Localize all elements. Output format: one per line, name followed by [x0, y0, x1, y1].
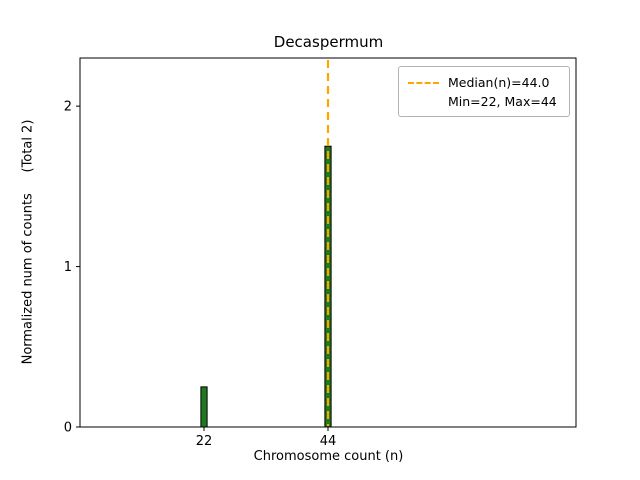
- y-tick-label: 1: [64, 260, 72, 275]
- x-axis-label: Chromosome count (n): [253, 449, 404, 464]
- histogram-bar: [200, 386, 208, 428]
- y-tick-label: 0: [64, 421, 72, 436]
- y-axis-label: Normalized num of counts (Total 2): [20, 119, 36, 365]
- legend-label-minmax: Min=22, Max=44: [448, 94, 557, 109]
- y-tick-label: 2: [64, 100, 72, 115]
- median-dashed-line-sample: [408, 81, 439, 84]
- legend-entry-minmax: Min=22, Max=44: [408, 92, 560, 111]
- chart-title: Decaspermum: [273, 33, 384, 51]
- x-tick-label: 44: [320, 434, 337, 449]
- legend-entry-median: Median(n)=44.0: [408, 73, 560, 92]
- legend-label-median: Median(n)=44.0: [448, 75, 550, 90]
- x-tick-label: 22: [196, 434, 213, 449]
- legend: Median(n)=44.0 Min=22, Max=44: [398, 66, 570, 117]
